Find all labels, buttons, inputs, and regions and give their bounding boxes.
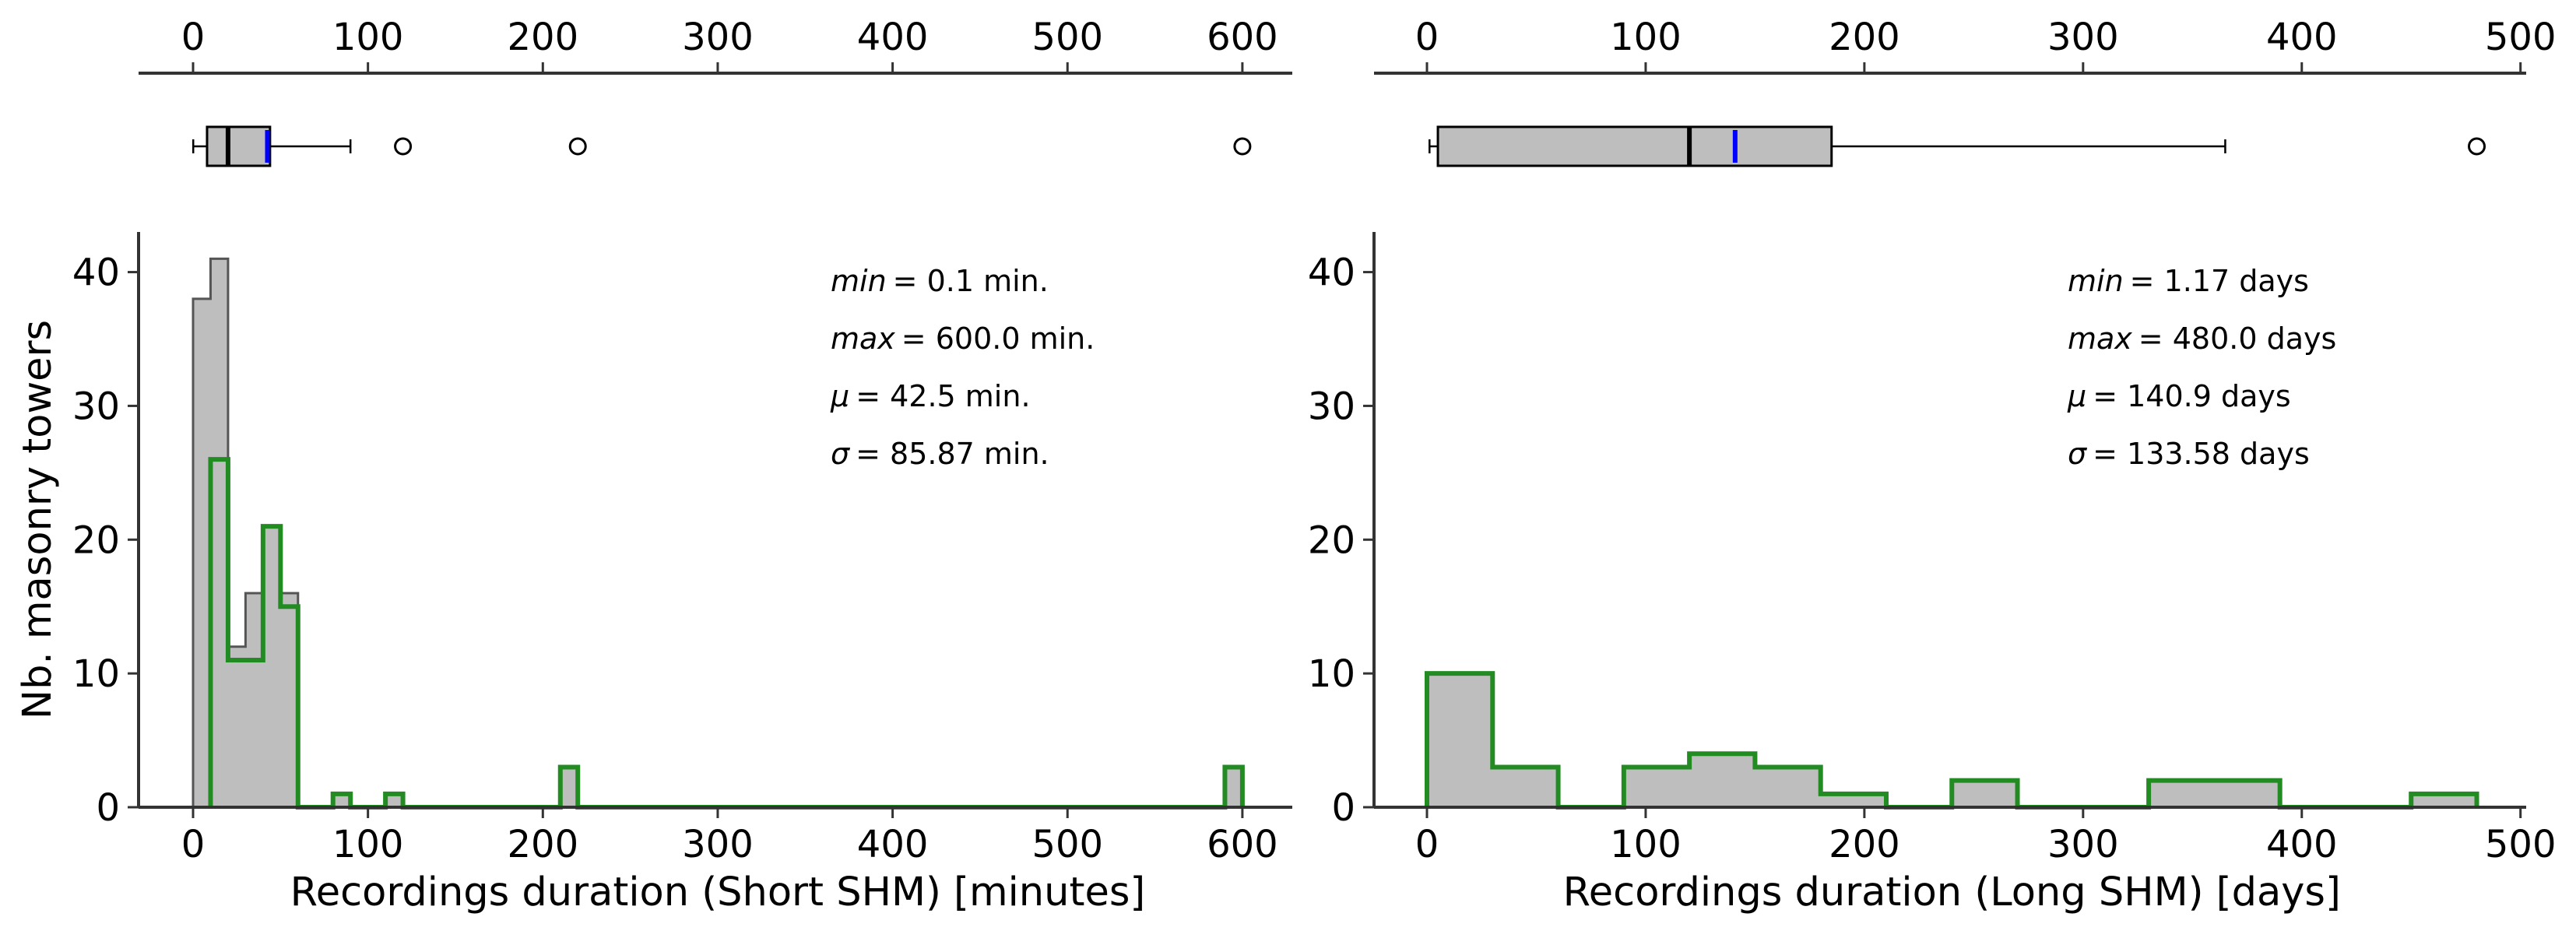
stat-value: = 0.1 min. bbox=[893, 264, 1049, 298]
y-tick-label: 20 bbox=[1308, 518, 1355, 562]
x-tick-label: 600 bbox=[1207, 823, 1278, 866]
top-tick-label: 400 bbox=[857, 16, 929, 59]
stat-symbol: max bbox=[831, 321, 895, 356]
top-tick-label: 200 bbox=[1829, 16, 1900, 59]
x-tick-label: 300 bbox=[2047, 823, 2119, 866]
top-tick-label: 0 bbox=[1415, 16, 1439, 59]
y-tick-label: 0 bbox=[1331, 786, 1355, 830]
y-tick-label: 0 bbox=[96, 786, 120, 830]
x-tick-label: 0 bbox=[1415, 823, 1439, 866]
stat-mean: μ = 140.9 days bbox=[2067, 379, 2291, 413]
stat-value: = 480.0 days bbox=[2138, 321, 2336, 356]
x-tick-label: 200 bbox=[1829, 823, 1900, 866]
boxplot bbox=[1429, 125, 2486, 167]
x-tick-label: 200 bbox=[507, 823, 578, 866]
x-tick-label: 500 bbox=[1031, 823, 1103, 866]
stat-symbol: μ bbox=[830, 379, 849, 413]
boxplot-outlier bbox=[1233, 137, 1252, 156]
stat-value: = 600.0 min. bbox=[901, 321, 1095, 356]
stat-symbol: min bbox=[2068, 264, 2124, 298]
stat-symbol: σ bbox=[2068, 437, 2088, 471]
stat-max: max = 480.0 days bbox=[2068, 321, 2336, 356]
panel-short: 0 100 200 300 400 500 600 0 10 20 30 40 Recordings d… bbox=[15, 16, 1292, 915]
y-tick-label: 40 bbox=[1308, 251, 1355, 295]
stat-value: = 85.87 min. bbox=[856, 437, 1049, 471]
stat-value: = 133.58 days bbox=[2093, 437, 2310, 471]
stat-value: = 140.9 days bbox=[2093, 379, 2290, 413]
stat-value: = 42.5 min. bbox=[856, 379, 1030, 413]
stat-symbol: min bbox=[831, 264, 887, 298]
boxplot-box bbox=[1436, 125, 1833, 167]
top-tick-label: 100 bbox=[332, 16, 404, 59]
stat-symbol: max bbox=[2068, 321, 2132, 356]
y-tick-label: 30 bbox=[72, 385, 120, 428]
stat-min: min = 1.17 days bbox=[2068, 264, 2309, 298]
top-tick-label: 300 bbox=[682, 16, 754, 59]
panel-long: 0 100 200 300 400 500 0 10 20 30 40 Recordings dura… bbox=[1308, 16, 2557, 915]
x-tick-label: 100 bbox=[1610, 823, 1682, 866]
stat-symbol: μ bbox=[2067, 379, 2086, 413]
boxplot-outlier bbox=[394, 137, 413, 156]
stat-mean: μ = 42.5 min. bbox=[830, 379, 1031, 413]
stat-std: σ = 85.87 min. bbox=[831, 437, 1049, 471]
stat-symbol: σ bbox=[831, 437, 851, 471]
x-axis-label: Recordings duration (Short SHM) [minutes… bbox=[290, 869, 1146, 915]
x-tick-label: 0 bbox=[181, 823, 206, 866]
x-tick-label: 300 bbox=[682, 823, 754, 866]
y-tick-label: 20 bbox=[72, 518, 120, 562]
y-tick-label: 40 bbox=[72, 251, 120, 295]
histogram-subset-series bbox=[208, 457, 1245, 810]
top-tick-label: 600 bbox=[1207, 16, 1278, 59]
top-tick-label: 500 bbox=[2485, 16, 2557, 59]
top-tick-label: 200 bbox=[507, 16, 578, 59]
top-tick-label: 300 bbox=[2047, 16, 2119, 59]
y-tick-label: 10 bbox=[72, 652, 120, 696]
x-tick-label: 100 bbox=[332, 823, 404, 866]
x-tick-label: 500 bbox=[2485, 823, 2557, 866]
boxplot bbox=[192, 125, 1252, 167]
histogram-subset-series bbox=[1425, 671, 2479, 810]
x-tick-label: 400 bbox=[2266, 823, 2338, 866]
top-tick-label: 0 bbox=[181, 16, 206, 59]
boxplot-box bbox=[206, 125, 272, 167]
stat-min: min = 0.1 min. bbox=[831, 264, 1049, 298]
stat-value: = 1.17 days bbox=[2130, 264, 2309, 298]
x-tick-label: 400 bbox=[857, 823, 929, 866]
top-tick-label: 500 bbox=[1031, 16, 1103, 59]
y-axis-label: Nb. masonry towers bbox=[15, 320, 61, 719]
y-tick-label: 30 bbox=[1308, 385, 1355, 428]
boxplot-outlier bbox=[568, 137, 587, 156]
boxplot-outlier bbox=[2468, 137, 2486, 156]
top-tick-label: 400 bbox=[2266, 16, 2338, 59]
stat-max: max = 600.0 min. bbox=[831, 321, 1095, 356]
top-tick-label: 100 bbox=[1610, 16, 1682, 59]
stat-std: σ = 133.58 days bbox=[2068, 437, 2310, 471]
x-axis-label: Recordings duration (Long SHM) [days] bbox=[1563, 869, 2341, 915]
y-tick-label: 10 bbox=[1308, 652, 1355, 696]
